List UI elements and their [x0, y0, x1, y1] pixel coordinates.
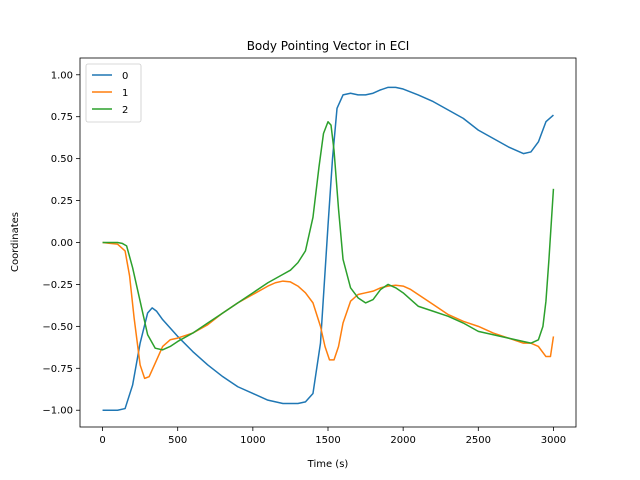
series-line-2 [102, 120, 555, 351]
x-axis: 0 500 1000 1500 2000 2500 3000 [99, 427, 566, 446]
x-tick-label: 500 [168, 435, 187, 446]
y-tick-label: 0.50 [51, 154, 73, 165]
y-tick-label: −1.00 [42, 406, 73, 417]
y-tick-label: −0.25 [42, 280, 73, 291]
x-tick-label: 2000 [390, 435, 415, 446]
y-tick-label: −0.75 [42, 364, 73, 375]
legend: 0 1 2 [85, 63, 142, 123]
legend-label-0: 0 [122, 71, 128, 82]
x-tick-label: 3000 [541, 435, 566, 446]
y-tick-label: 1.00 [51, 70, 73, 81]
y-tick-label: −0.50 [42, 322, 73, 333]
legend-label-2: 2 [122, 105, 128, 116]
x-axis-label: Time (s) [307, 459, 349, 470]
y-tick-label: 0.75 [51, 112, 73, 123]
y-axis-label: Coordinates [10, 212, 21, 272]
x-tick-label: 1500 [315, 435, 340, 446]
chart-title: Body Pointing Vector in ECI [247, 39, 410, 53]
plot-area [102, 86, 555, 411]
y-tick-label: 0.25 [51, 196, 73, 207]
x-tick-label: 0 [99, 435, 105, 446]
legend-box [85, 63, 142, 123]
series-line-1 [102, 241, 555, 380]
legend-label-1: 1 [122, 88, 128, 99]
x-tick-label: 1000 [240, 435, 265, 446]
y-tick-label: 0.00 [51, 238, 73, 249]
x-tick-label: 2500 [466, 435, 491, 446]
series-line-0 [102, 86, 554, 411]
y-axis: −1.00 −0.75 −0.50 −0.25 0.00 0.25 0.50 0.75 1.00 [42, 70, 80, 417]
